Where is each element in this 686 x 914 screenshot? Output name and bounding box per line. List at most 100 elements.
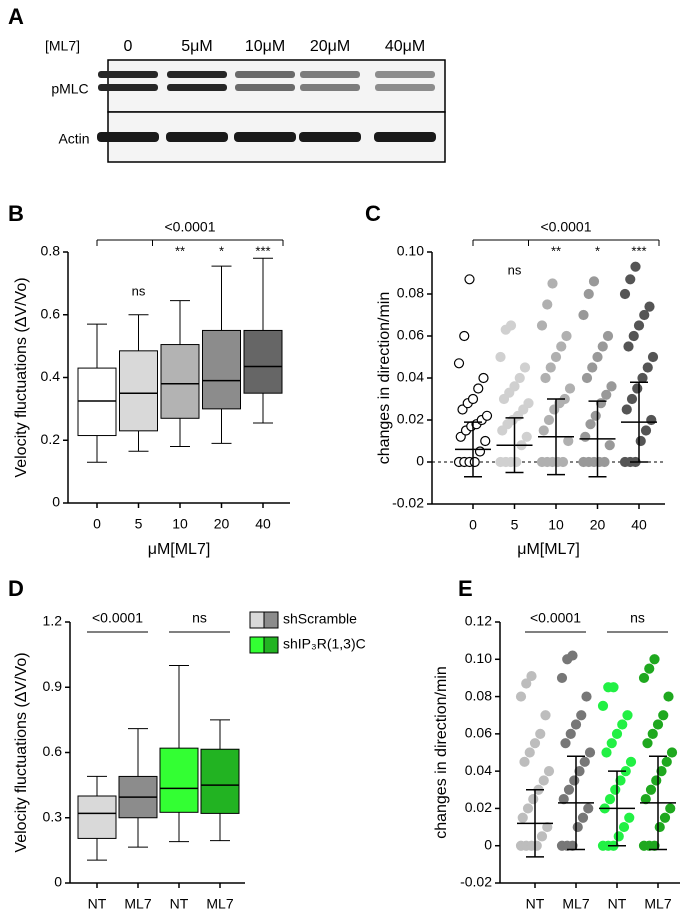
- dot: [610, 784, 621, 795]
- dot: [563, 435, 574, 447]
- dot: [474, 446, 486, 457]
- dot: [579, 756, 590, 767]
- dot: [538, 425, 549, 436]
- x-tick-label: NT: [526, 896, 545, 912]
- dot: [585, 419, 596, 430]
- dot: [587, 362, 598, 373]
- y-tick-label: 0.2: [41, 431, 61, 447]
- significance: ***: [255, 243, 270, 258]
- band: [374, 132, 436, 142]
- dot: [640, 794, 651, 805]
- significance: <0.0001: [530, 610, 581, 626]
- significance: ***: [631, 243, 646, 258]
- band: [97, 132, 159, 142]
- dot: [574, 766, 585, 777]
- dot: [572, 821, 583, 833]
- y-tick-label: 0.10: [397, 243, 424, 259]
- band: [98, 84, 158, 91]
- y-tick-label: -0.02: [460, 874, 492, 890]
- panel-label: E: [458, 576, 473, 601]
- significance: *: [219, 243, 224, 258]
- dot: [542, 821, 553, 833]
- dot: [565, 728, 576, 739]
- dot: [547, 278, 558, 289]
- dot: [459, 330, 470, 342]
- dot: [619, 288, 631, 300]
- x-tick-label: ML7: [124, 896, 151, 912]
- band: [300, 71, 360, 78]
- dot: [543, 766, 555, 777]
- dot: [618, 821, 630, 833]
- dot: [583, 803, 594, 814]
- dot: [538, 775, 549, 786]
- dot: [561, 330, 572, 342]
- dot: [601, 389, 612, 400]
- dot: [604, 794, 616, 805]
- dot: [613, 831, 624, 842]
- y-tick-label: 0.06: [465, 725, 492, 741]
- dot: [623, 341, 634, 352]
- lane-label: 40μM: [385, 38, 425, 55]
- y-tick-label: 0.06: [397, 327, 424, 343]
- y-tick-label: 0: [54, 874, 62, 890]
- significance: **: [551, 243, 561, 258]
- dot: [545, 362, 556, 373]
- x-tick-label: ML7: [562, 896, 589, 912]
- dot: [556, 341, 567, 352]
- y-tick-label: 0.9: [43, 678, 63, 694]
- dot: [540, 710, 551, 721]
- dot: [602, 330, 614, 342]
- dot: [615, 775, 626, 786]
- y-tick-label: 0.6: [41, 305, 61, 321]
- p-value: <0.0001: [541, 219, 592, 235]
- band: [167, 84, 227, 91]
- significance: <0.0001: [92, 610, 143, 626]
- band: [299, 132, 361, 142]
- dot: [606, 738, 617, 749]
- x-tick-label: ML7: [644, 896, 671, 912]
- dot: [647, 728, 658, 739]
- dot: [480, 435, 491, 447]
- dot: [578, 309, 589, 321]
- dot: [649, 654, 660, 665]
- dot: [665, 803, 676, 814]
- dot: [564, 383, 576, 394]
- box: [202, 329, 241, 410]
- dot: [581, 372, 593, 384]
- dot: [519, 362, 531, 373]
- dot: [606, 381, 617, 392]
- dot: [649, 840, 660, 851]
- y-tick-label: 0: [416, 453, 424, 469]
- y-tick-label: -0.02: [392, 495, 424, 511]
- dot: [505, 320, 517, 331]
- x-axis-label: μM[ML7]: [517, 541, 580, 558]
- dot: [469, 456, 480, 468]
- dot: [590, 410, 601, 421]
- box: [119, 350, 158, 432]
- dot: [540, 372, 551, 384]
- dot: [642, 362, 653, 373]
- box: [200, 748, 240, 814]
- y-axis-label: Velocity fluctuations (ΔV/Vo): [13, 277, 30, 477]
- significance: ns: [192, 610, 207, 626]
- dot: [557, 456, 569, 468]
- dot: [524, 747, 535, 758]
- y-axis-label: Velocity fluctuations (ΔV/Vo): [13, 652, 30, 852]
- dot: [473, 383, 484, 394]
- lane-label: 5μM: [181, 38, 212, 55]
- y-tick-label: 0.04: [465, 762, 492, 778]
- dot: [652, 719, 664, 730]
- dot: [535, 728, 546, 739]
- dot: [588, 276, 600, 287]
- dot: [478, 372, 489, 384]
- legend-label: shIP₃R(1,3)C: [283, 636, 366, 652]
- dot: [517, 812, 528, 823]
- significance: ns: [508, 262, 522, 277]
- dot: [663, 691, 674, 702]
- dot: [522, 803, 534, 814]
- x-tick-label: 0: [93, 516, 101, 532]
- y-tick-label: 0.4: [41, 368, 61, 384]
- dot: [656, 766, 667, 777]
- dot: [526, 670, 537, 682]
